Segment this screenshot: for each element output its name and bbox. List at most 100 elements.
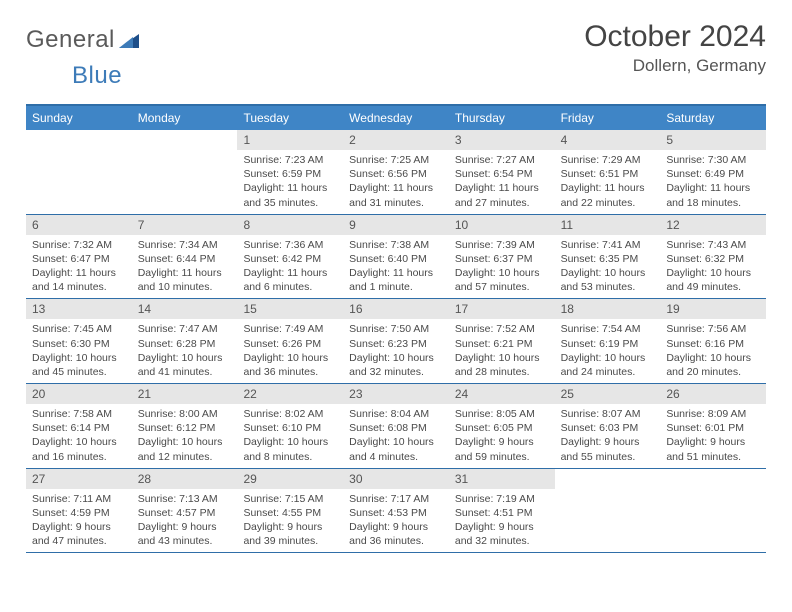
sunrise-text: Sunrise: 7:52 AM bbox=[455, 322, 549, 336]
day-number: 23 bbox=[343, 384, 449, 404]
day-body: Sunrise: 7:41 AMSunset: 6:35 PMDaylight:… bbox=[555, 235, 661, 299]
day-cell: 8Sunrise: 7:36 AMSunset: 6:42 PMDaylight… bbox=[237, 215, 343, 299]
day-cell: 28Sunrise: 7:13 AMSunset: 4:57 PMDayligh… bbox=[132, 469, 238, 553]
daylight-text: Daylight: 11 hours and 27 minutes. bbox=[455, 181, 549, 209]
sunrise-text: Sunrise: 7:27 AM bbox=[455, 153, 549, 167]
daylight-text: Daylight: 9 hours and 47 minutes. bbox=[32, 520, 126, 548]
calendar: Sunday Monday Tuesday Wednesday Thursday… bbox=[26, 104, 766, 553]
title-location: Dollern, Germany bbox=[584, 56, 766, 76]
day-body: Sunrise: 7:50 AMSunset: 6:23 PMDaylight:… bbox=[343, 319, 449, 383]
sunset-text: Sunset: 6:56 PM bbox=[349, 167, 443, 181]
day-cell: 27Sunrise: 7:11 AMSunset: 4:59 PMDayligh… bbox=[26, 469, 132, 553]
day-body bbox=[660, 489, 766, 496]
daylight-text: Daylight: 11 hours and 22 minutes. bbox=[561, 181, 655, 209]
sunrise-text: Sunrise: 7:58 AM bbox=[32, 407, 126, 421]
daylight-text: Daylight: 11 hours and 10 minutes. bbox=[138, 266, 232, 294]
day-cell: 14Sunrise: 7:47 AMSunset: 6:28 PMDayligh… bbox=[132, 299, 238, 383]
title-month: October 2024 bbox=[584, 20, 766, 54]
sunrise-text: Sunrise: 7:17 AM bbox=[349, 492, 443, 506]
sunset-text: Sunset: 6:19 PM bbox=[561, 337, 655, 351]
sunset-text: Sunset: 6:47 PM bbox=[32, 252, 126, 266]
sunset-text: Sunset: 6:59 PM bbox=[243, 167, 337, 181]
sunrise-text: Sunrise: 8:02 AM bbox=[243, 407, 337, 421]
day-cell: 13Sunrise: 7:45 AMSunset: 6:30 PMDayligh… bbox=[26, 299, 132, 383]
day-body: Sunrise: 7:32 AMSunset: 6:47 PMDaylight:… bbox=[26, 235, 132, 299]
day-number: 28 bbox=[132, 469, 238, 489]
sunset-text: Sunset: 6:32 PM bbox=[666, 252, 760, 266]
daylight-text: Daylight: 11 hours and 14 minutes. bbox=[32, 266, 126, 294]
daylight-text: Daylight: 11 hours and 6 minutes. bbox=[243, 266, 337, 294]
sunrise-text: Sunrise: 7:47 AM bbox=[138, 322, 232, 336]
sunrise-text: Sunrise: 8:09 AM bbox=[666, 407, 760, 421]
sunset-text: Sunset: 6:03 PM bbox=[561, 421, 655, 435]
sunrise-text: Sunrise: 7:32 AM bbox=[32, 238, 126, 252]
day-cell: 21Sunrise: 8:00 AMSunset: 6:12 PMDayligh… bbox=[132, 384, 238, 468]
day-number: 25 bbox=[555, 384, 661, 404]
weekday-header: Monday bbox=[132, 106, 238, 130]
day-number: 19 bbox=[660, 299, 766, 319]
day-cell: 15Sunrise: 7:49 AMSunset: 6:26 PMDayligh… bbox=[237, 299, 343, 383]
sunset-text: Sunset: 6:49 PM bbox=[666, 167, 760, 181]
day-cell: 25Sunrise: 8:07 AMSunset: 6:03 PMDayligh… bbox=[555, 384, 661, 468]
day-body: Sunrise: 7:39 AMSunset: 6:37 PMDaylight:… bbox=[449, 235, 555, 299]
day-body: Sunrise: 7:15 AMSunset: 4:55 PMDaylight:… bbox=[237, 489, 343, 553]
sunset-text: Sunset: 6:42 PM bbox=[243, 252, 337, 266]
day-cell: 23Sunrise: 8:04 AMSunset: 6:08 PMDayligh… bbox=[343, 384, 449, 468]
day-cell: 5Sunrise: 7:30 AMSunset: 6:49 PMDaylight… bbox=[660, 130, 766, 214]
day-body: Sunrise: 7:11 AMSunset: 4:59 PMDaylight:… bbox=[26, 489, 132, 553]
day-cell: . bbox=[660, 469, 766, 553]
day-cell: 1 Sunrise: 7:23 AMSunset: 6:59 PMDaylight… bbox=[237, 130, 343, 214]
daylight-text: Daylight: 10 hours and 36 minutes. bbox=[243, 351, 337, 379]
day-number: 12 bbox=[660, 215, 766, 235]
day-body: Sunrise: 7:45 AMSunset: 6:30 PMDaylight:… bbox=[26, 319, 132, 383]
day-body: Sunrise: 7:30 AMSunset: 6:49 PMDaylight:… bbox=[660, 150, 766, 214]
sunrise-text: Sunrise: 7:25 AM bbox=[349, 153, 443, 167]
sunrise-text: Sunrise: 7:29 AM bbox=[561, 153, 655, 167]
day-body: Sunrise: 8:07 AMSunset: 6:03 PMDaylight:… bbox=[555, 404, 661, 468]
daylight-text: Daylight: 10 hours and 24 minutes. bbox=[561, 351, 655, 379]
sunset-text: Sunset: 6:16 PM bbox=[666, 337, 760, 351]
daylight-text: Daylight: 10 hours and 45 minutes. bbox=[32, 351, 126, 379]
day-number: 11 bbox=[555, 215, 661, 235]
week-row: ..1Sunrise: 7:23 AMSunset: 6:59 PMDaylig… bbox=[26, 130, 766, 215]
day-cell: 20Sunrise: 7:58 AMSunset: 6:14 PMDayligh… bbox=[26, 384, 132, 468]
sunset-text: Sunset: 6:26 PM bbox=[243, 337, 337, 351]
sunrise-text: Sunrise: 7:19 AM bbox=[455, 492, 549, 506]
sunset-text: Sunset: 6:08 PM bbox=[349, 421, 443, 435]
daylight-text: Daylight: 10 hours and 28 minutes. bbox=[455, 351, 549, 379]
day-body bbox=[555, 489, 661, 496]
daylight-text: Daylight: 11 hours and 35 minutes. bbox=[243, 181, 337, 209]
daylight-text: Daylight: 10 hours and 32 minutes. bbox=[349, 351, 443, 379]
day-number: 30 bbox=[343, 469, 449, 489]
day-number: 22 bbox=[237, 384, 343, 404]
sunset-text: Sunset: 6:23 PM bbox=[349, 337, 443, 351]
day-body: Sunrise: 7:34 AMSunset: 6:44 PMDaylight:… bbox=[132, 235, 238, 299]
day-body: Sunrise: 8:02 AMSunset: 6:10 PMDaylight:… bbox=[237, 404, 343, 468]
daylight-text: Daylight: 9 hours and 32 minutes. bbox=[455, 520, 549, 548]
sunset-text: Sunset: 6:01 PM bbox=[666, 421, 760, 435]
sunrise-text: Sunrise: 7:54 AM bbox=[561, 322, 655, 336]
day-number: 1 bbox=[237, 130, 343, 150]
daylight-text: Daylight: 11 hours and 1 minute. bbox=[349, 266, 443, 294]
day-cell: 6Sunrise: 7:32 AMSunset: 6:47 PMDaylight… bbox=[26, 215, 132, 299]
sunset-text: Sunset: 6:28 PM bbox=[138, 337, 232, 351]
day-number: 8 bbox=[237, 215, 343, 235]
day-cell: 26Sunrise: 8:09 AMSunset: 6:01 PMDayligh… bbox=[660, 384, 766, 468]
sunrise-text: Sunrise: 7:30 AM bbox=[666, 153, 760, 167]
day-body: Sunrise: 7:19 AMSunset: 4:51 PMDaylight:… bbox=[449, 489, 555, 553]
title-block: October 2024 Dollern, Germany bbox=[584, 20, 766, 76]
weekday-header: Tuesday bbox=[237, 106, 343, 130]
weekday-header: Saturday bbox=[660, 106, 766, 130]
day-body: Sunrise: 7:52 AMSunset: 6:21 PMDaylight:… bbox=[449, 319, 555, 383]
brand-triangle-icon bbox=[119, 31, 139, 49]
day-body: Sunrise: 7:58 AMSunset: 6:14 PMDaylight:… bbox=[26, 404, 132, 468]
day-cell: . bbox=[555, 469, 661, 553]
day-cell: 2Sunrise: 7:25 AMSunset: 6:56 PMDaylight… bbox=[343, 130, 449, 214]
day-cell: 4Sunrise: 7:29 AMSunset: 6:51 PMDaylight… bbox=[555, 130, 661, 214]
day-number: 13 bbox=[26, 299, 132, 319]
sunrise-text: Sunrise: 7:23 AM bbox=[243, 153, 337, 167]
daylight-text: Daylight: 10 hours and 57 minutes. bbox=[455, 266, 549, 294]
day-cell: 11Sunrise: 7:41 AMSunset: 6:35 PMDayligh… bbox=[555, 215, 661, 299]
sunset-text: Sunset: 6:12 PM bbox=[138, 421, 232, 435]
day-number: 6 bbox=[26, 215, 132, 235]
